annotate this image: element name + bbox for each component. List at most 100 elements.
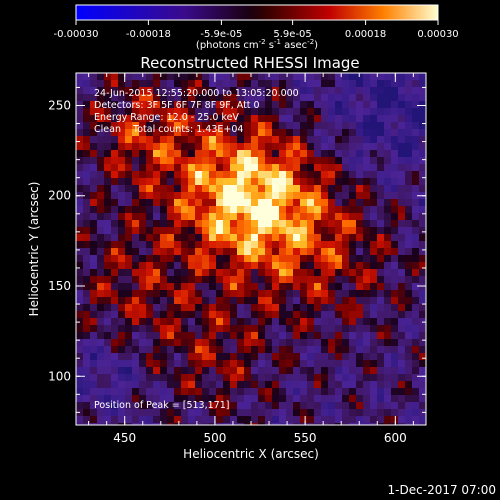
heatmap-cell xyxy=(391,206,399,214)
heatmap-cell xyxy=(328,311,336,319)
heatmap-cell xyxy=(293,143,301,151)
heatmap-cell xyxy=(97,227,105,235)
heatmap-cell xyxy=(258,262,266,270)
heatmap-cell xyxy=(202,353,210,361)
heatmap-cell xyxy=(181,276,189,284)
heatmap-cell xyxy=(286,409,294,417)
heatmap-cell xyxy=(216,318,224,326)
heatmap-cell xyxy=(195,157,203,165)
heatmap-cell xyxy=(349,185,357,193)
heatmap-cell xyxy=(230,346,238,354)
heatmap-cell xyxy=(223,115,231,123)
heatmap-cell xyxy=(412,353,420,361)
heatmap-cell xyxy=(237,150,245,158)
heatmap-cell xyxy=(104,353,112,361)
heatmap-cell xyxy=(279,409,287,417)
heatmap-cell xyxy=(139,213,147,221)
heatmap-cell xyxy=(118,255,126,263)
heatmap-cell xyxy=(356,87,364,95)
heatmap-cell xyxy=(265,192,273,200)
heatmap-cell xyxy=(83,206,91,214)
heatmap-cell xyxy=(160,73,168,81)
heatmap-cell xyxy=(76,262,84,270)
heatmap-cell xyxy=(335,73,343,81)
heatmap-cell xyxy=(132,339,140,347)
heatmap-cell xyxy=(363,332,371,340)
heatmap-cell xyxy=(272,290,280,298)
heatmap-cell xyxy=(125,115,133,123)
heatmap-cell xyxy=(202,136,210,144)
heatmap-cell xyxy=(419,171,426,179)
heatmap-cell xyxy=(335,297,343,305)
heatmap-cell xyxy=(83,353,91,361)
heatmap-cell xyxy=(244,360,252,368)
heatmap-cell xyxy=(118,269,126,277)
heatmap-cell xyxy=(265,178,273,186)
heatmap-cell xyxy=(209,122,217,130)
heatmap-cell xyxy=(363,94,371,102)
heatmap-cell xyxy=(405,108,413,116)
heatmap-cell xyxy=(223,388,231,396)
heatmap-cell xyxy=(132,360,140,368)
heatmap-cell xyxy=(83,276,91,284)
heatmap-cell xyxy=(160,143,168,151)
heatmap-cell xyxy=(167,381,175,389)
heatmap-cells xyxy=(76,73,426,425)
heatmap-cell xyxy=(83,171,91,179)
heatmap-cell xyxy=(412,297,420,305)
heatmap-cell xyxy=(342,87,350,95)
heatmap-cell xyxy=(230,220,238,228)
heatmap-cell xyxy=(398,94,406,102)
heatmap-cell xyxy=(391,122,399,130)
heatmap-cell xyxy=(153,157,161,165)
heatmap-cell xyxy=(377,360,385,368)
heatmap-cell xyxy=(258,94,266,102)
heatmap-cell xyxy=(195,416,203,424)
heatmap-cell xyxy=(244,283,252,291)
heatmap-cell xyxy=(356,346,364,354)
heatmap-cell xyxy=(83,234,91,242)
heatmap-cell xyxy=(209,101,217,109)
heatmap-cell xyxy=(111,311,119,319)
heatmap-cell xyxy=(328,276,336,284)
heatmap-cell xyxy=(97,304,105,312)
heatmap-cell xyxy=(97,122,105,130)
heatmap-cell xyxy=(118,206,126,214)
heatmap-cell xyxy=(335,192,343,200)
heatmap-cell xyxy=(90,171,98,179)
heatmap-cell xyxy=(419,325,426,333)
heatmap-cell xyxy=(377,339,385,347)
heatmap-cell xyxy=(272,416,280,424)
heatmap-cell xyxy=(293,178,301,186)
heatmap-cell xyxy=(76,241,84,249)
heatmap-cell xyxy=(223,311,231,319)
heatmap-cell xyxy=(335,171,343,179)
heatmap-cell xyxy=(244,381,252,389)
heatmap-cell xyxy=(153,129,161,137)
heatmap-cell xyxy=(321,248,329,256)
heatmap-cell xyxy=(146,122,154,130)
heatmap-cell xyxy=(251,206,259,214)
heatmap-cell xyxy=(286,73,294,81)
heatmap-cell xyxy=(97,423,105,425)
heatmap-cell xyxy=(160,360,168,368)
heatmap-cell xyxy=(258,199,266,207)
heatmap-cell xyxy=(97,171,105,179)
heatmap-cell xyxy=(195,304,203,312)
heatmap-cell xyxy=(370,416,378,424)
heatmap-cell xyxy=(286,283,294,291)
heatmap-cell xyxy=(132,150,140,158)
heatmap-cell xyxy=(419,185,426,193)
heatmap-cell xyxy=(97,283,105,291)
heatmap-cell xyxy=(244,262,252,270)
heatmap-cell xyxy=(118,304,126,312)
heatmap-cell xyxy=(167,248,175,256)
heatmap-cell xyxy=(167,171,175,179)
heatmap-cell xyxy=(251,297,259,305)
heatmap-cell xyxy=(216,150,224,158)
heatmap-cell xyxy=(160,199,168,207)
heatmap-cell xyxy=(160,94,168,102)
heatmap-cell xyxy=(398,199,406,207)
heatmap-cell xyxy=(342,136,350,144)
heatmap-cell xyxy=(97,318,105,326)
